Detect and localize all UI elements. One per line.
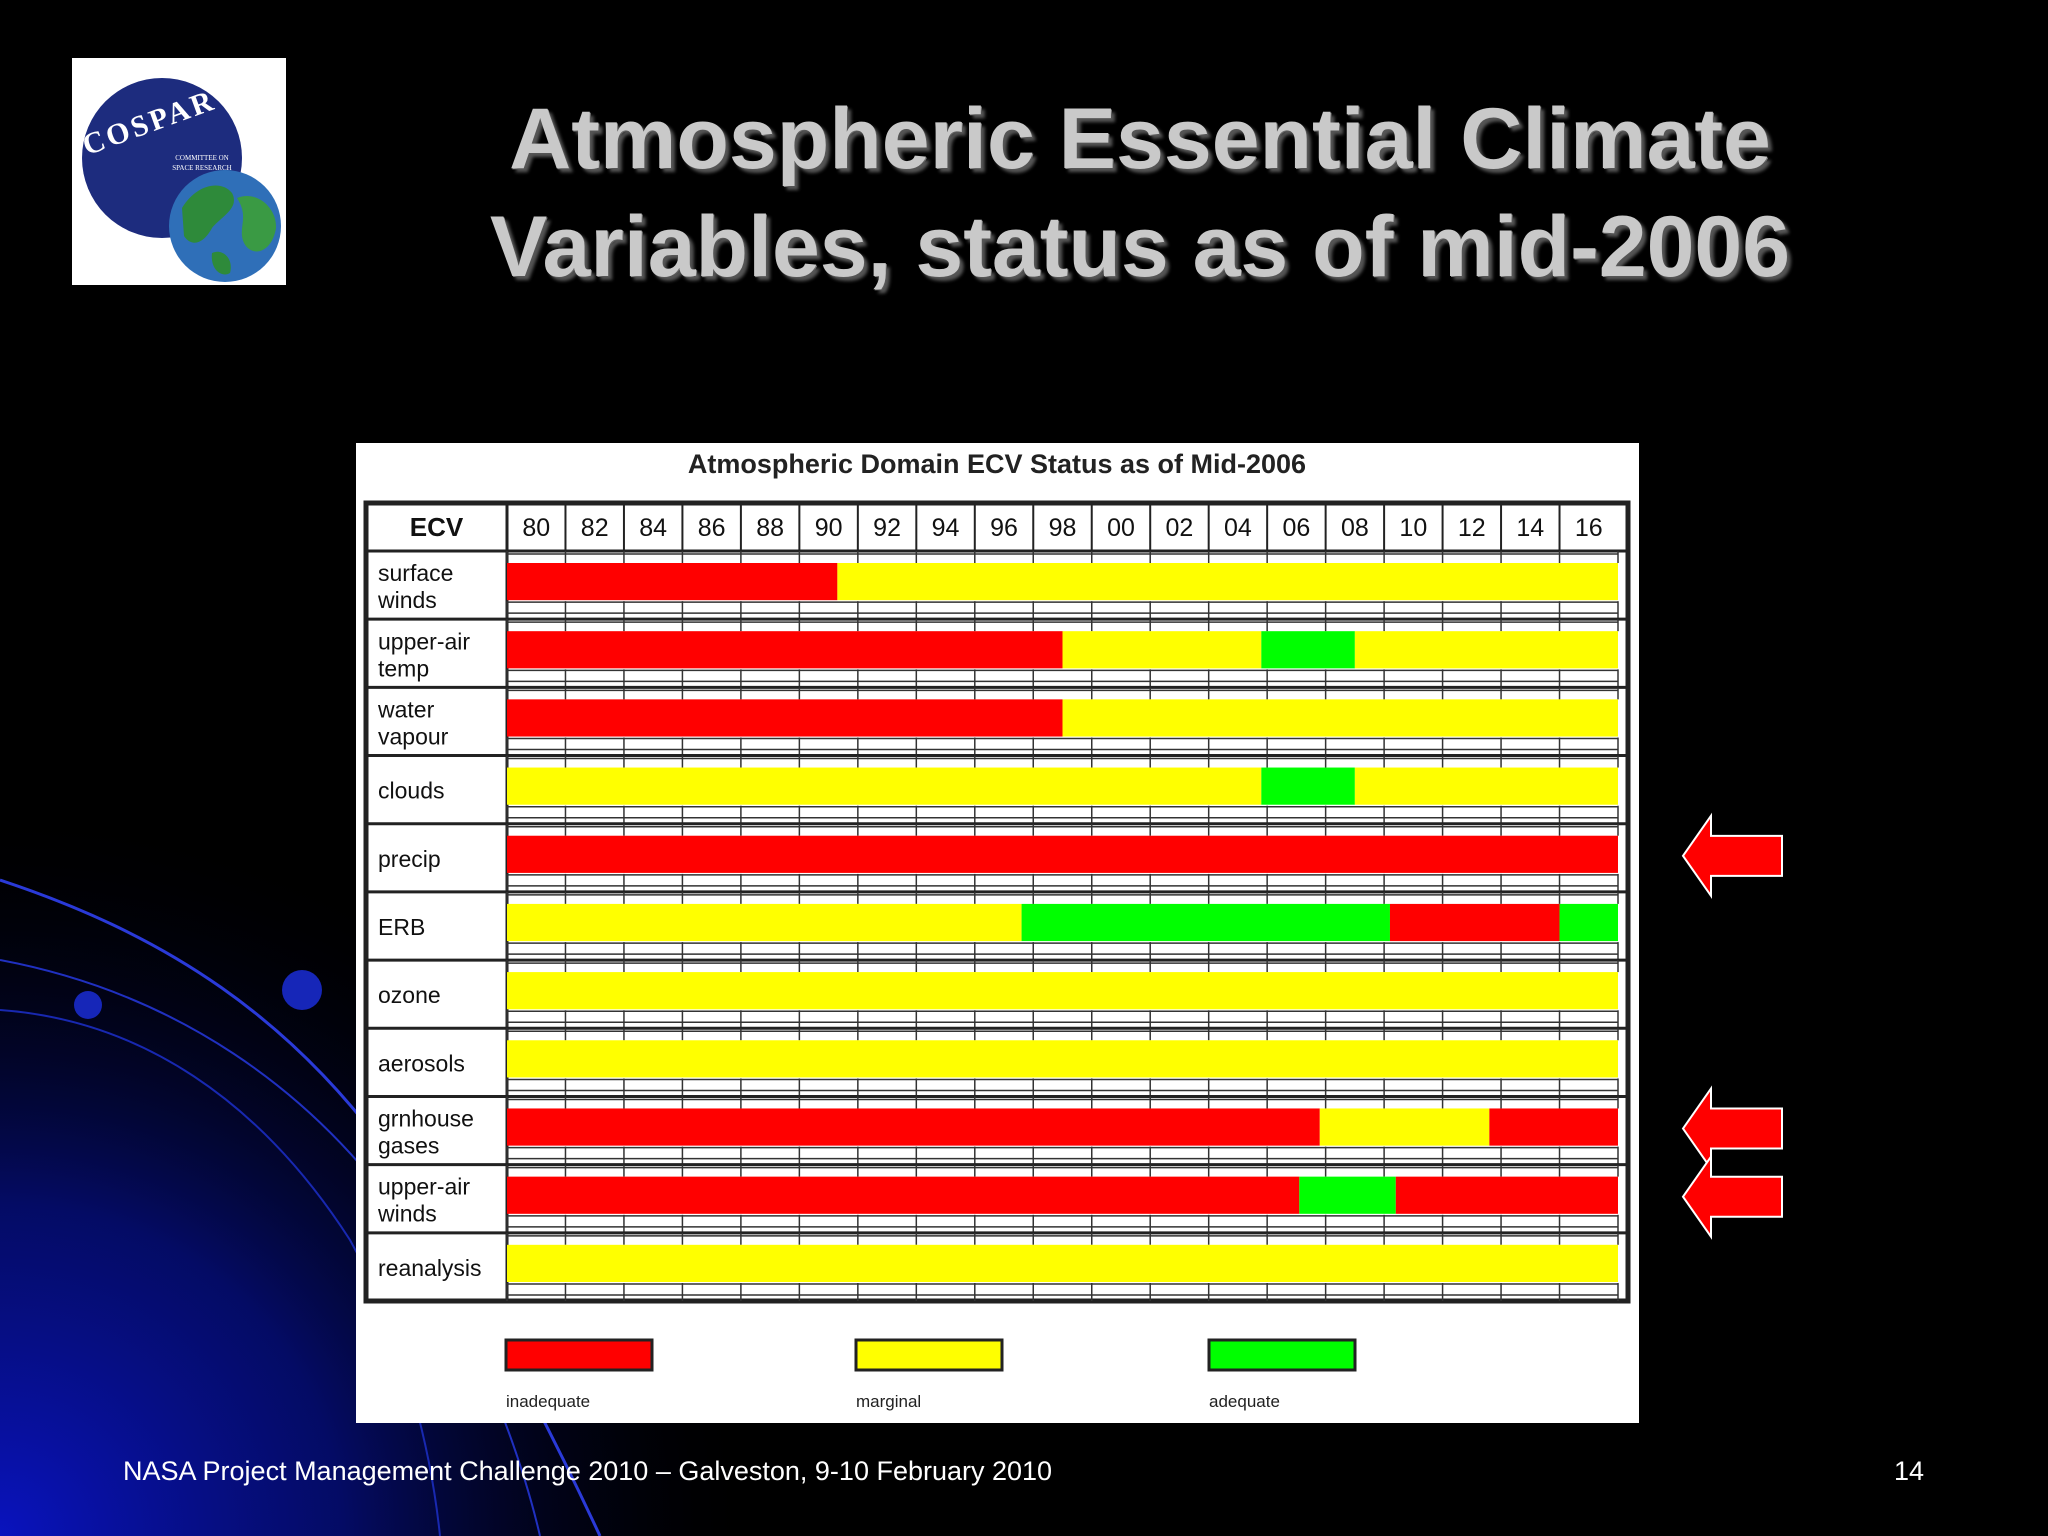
status-bar-inadequate (507, 563, 838, 601)
row-label: water (377, 696, 435, 722)
column-header-86: 86 (698, 514, 726, 542)
row-label: grnhouse (378, 1106, 474, 1132)
slide-title: Atmospheric Essential Climate Variables,… (420, 85, 1860, 301)
table-row: ozone (366, 958, 1628, 1029)
row-label: vapour (378, 723, 449, 749)
status-bar-adequate (1261, 767, 1355, 805)
column-header-98: 98 (1049, 514, 1077, 542)
status-bar-adequate (1299, 1176, 1396, 1214)
row-label: aerosols (378, 1050, 465, 1076)
column-header-02: 02 (1166, 514, 1194, 542)
globe-icon (169, 170, 281, 282)
column-header-92: 92 (873, 514, 901, 542)
status-bar-marginal (507, 972, 1618, 1010)
status-bar-marginal (507, 767, 1262, 805)
column-header-00: 00 (1107, 514, 1135, 542)
logo-subtext-2: SPACE RESEARCH (172, 164, 231, 172)
status-bar-inadequate (507, 1108, 1320, 1146)
row-label: upper-air (378, 1174, 470, 1200)
row-label: temp (378, 655, 429, 681)
status-bar-marginal (1354, 767, 1618, 805)
row-label: ERB (378, 914, 425, 940)
page-number: 14 (1894, 1456, 1925, 1486)
table-row: clouds (366, 754, 1628, 824)
table-row: ERB (366, 890, 1628, 961)
status-bar-marginal (1354, 631, 1618, 669)
legend-label-inadequate: inadequate (506, 1392, 590, 1411)
slide-title-line-1: Atmospheric Essential Climate (509, 91, 1771, 187)
header-ecv: ECV (410, 512, 464, 542)
legend-label-marginal: marginal (856, 1392, 921, 1411)
status-bar-marginal (507, 1040, 1618, 1078)
column-header-90: 90 (815, 514, 843, 542)
legend-swatch-inadequate (504, 1338, 654, 1372)
status-bar-adequate (1021, 903, 1390, 942)
status-bar-inadequate (507, 631, 1063, 669)
status-bar-inadequate (507, 699, 1063, 737)
column-header-96: 96 (990, 514, 1018, 542)
column-header-80: 80 (522, 514, 550, 542)
status-bar-inadequate (507, 835, 1618, 873)
row-label: winds (377, 1201, 437, 1227)
status-bar-marginal (837, 563, 1618, 601)
column-header-04: 04 (1224, 514, 1252, 542)
table-row: aerosols (366, 1026, 1628, 1097)
status-bar-adequate (1261, 631, 1355, 669)
table-row: precip (366, 822, 1628, 892)
row-label: upper-air (378, 628, 470, 654)
row-label: precip (378, 846, 441, 872)
column-header-12: 12 (1458, 514, 1486, 542)
column-header-94: 94 (932, 514, 960, 542)
column-header-10: 10 (1399, 514, 1427, 542)
row-label: reanalysis (378, 1255, 482, 1281)
slide-title-line-2: Variables, status as of mid-2006 (489, 199, 1791, 295)
column-header-08: 08 (1341, 514, 1369, 542)
status-bar-marginal (1062, 699, 1618, 737)
status-bar-inadequate (507, 1176, 1300, 1214)
row-label: winds (377, 587, 437, 613)
column-header-06: 06 (1282, 514, 1310, 542)
legend-label-adequate: adequate (1209, 1392, 1280, 1411)
column-header-82: 82 (581, 514, 609, 542)
status-bar-inadequate (1489, 1108, 1618, 1146)
table-row: reanalysis (366, 1231, 1628, 1301)
column-header-16: 16 (1575, 514, 1603, 542)
legend-swatch-marginal (854, 1338, 1004, 1372)
column-header-88: 88 (756, 514, 784, 542)
row-label: clouds (378, 778, 444, 804)
legend-swatch-adequate (1207, 1338, 1357, 1372)
status-bar-adequate (1559, 903, 1618, 942)
logo-subtext-1: COMMITTEE ON (175, 154, 228, 162)
chart-title: Atmospheric Domain ECV Status as of Mid-… (688, 449, 1306, 479)
status-bar-marginal (1062, 631, 1262, 669)
status-bar-marginal (507, 903, 1022, 942)
status-bar-marginal (1319, 1108, 1490, 1146)
status-bar-marginal (507, 1244, 1618, 1282)
footer-text: NASA Project Management Challenge 2010 –… (123, 1456, 1053, 1486)
row-label: gases (378, 1133, 439, 1159)
column-header-14: 14 (1516, 514, 1544, 542)
row-label: ozone (378, 982, 441, 1008)
ecv-status-chart: Atmospheric Domain ECV Status as of Mid-… (356, 443, 1639, 1423)
status-bar-inadequate (1389, 903, 1560, 942)
cospar-logo: COSPAR COMMITTEE ON SPACE RESEARCH (72, 58, 286, 285)
chart-svg: Atmospheric Domain ECV Status as of Mid-… (363, 449, 1631, 1411)
status-bar-inadequate (1395, 1176, 1618, 1214)
row-label: surface (378, 560, 453, 586)
column-header-84: 84 (639, 514, 667, 542)
